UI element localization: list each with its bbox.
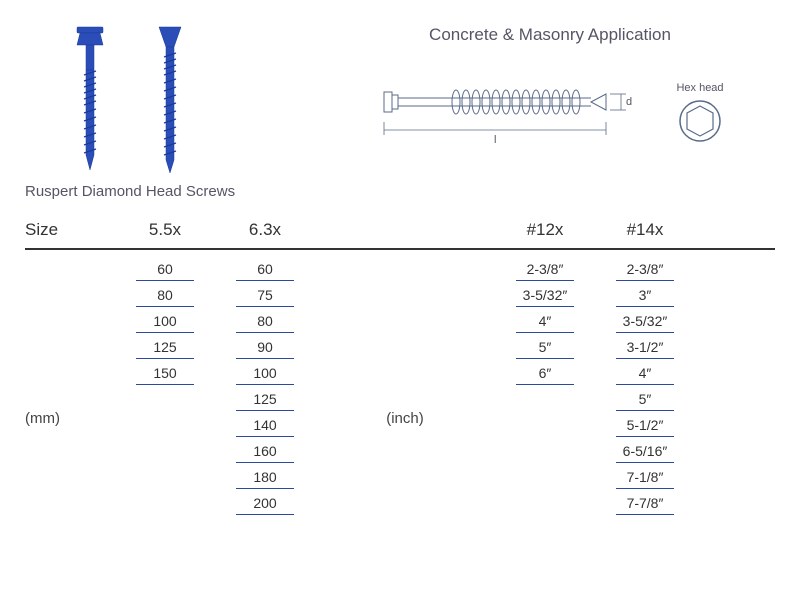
size-cell: 150 <box>136 362 194 385</box>
size-cell: 2-3/8″ <box>616 258 674 281</box>
dim-d-label: d <box>626 96 632 108</box>
header-55: 5.5x <box>115 220 215 240</box>
size-cell: 90 <box>236 336 294 359</box>
screws-area: Ruspert Diamond Head Screws <box>25 25 285 200</box>
col-14: 2-3/8″ 3″ 3-5/32″ 3-1/2″ 4″ 5″ 5-1/2″ 6-5/16″ 7-… <box>595 258 695 518</box>
unit-inch: (inch) <box>315 258 495 518</box>
size-cell: 3-1/2″ <box>616 336 674 359</box>
header-63: 6.3x <box>215 220 315 240</box>
col-12: 2-3/8″ 3-5/32″ 4″ 5″ 6″ <box>495 258 595 518</box>
size-cell: 7-7/8″ <box>616 492 674 515</box>
top-section: Ruspert Diamond Head Screws Concrete & M… <box>25 25 775 200</box>
size-cell: 6″ <box>516 362 574 385</box>
application-title: Concrete & Masonry Application <box>325 25 775 45</box>
application-area: Concrete & Masonry Application <box>285 25 775 150</box>
size-cell: 5-1/2″ <box>616 414 674 437</box>
size-cell: 80 <box>236 310 294 333</box>
size-cell: 4″ <box>516 310 574 333</box>
size-cell: 140 <box>236 414 294 437</box>
size-cell: 5″ <box>516 336 574 359</box>
size-cell: 100 <box>136 310 194 333</box>
size-cell: 160 <box>236 440 294 463</box>
hex-head-icon <box>678 99 722 143</box>
header-14: #14x <box>595 220 695 240</box>
size-cell: 4″ <box>616 362 674 385</box>
size-cell: 80 <box>136 284 194 307</box>
header-12: #12x <box>495 220 595 240</box>
hex-head-label: Hex head <box>676 82 723 94</box>
hex-head-area: Hex head <box>676 82 723 148</box>
dim-l-label: l <box>494 134 496 146</box>
size-cell: 180 <box>236 466 294 489</box>
size-cell: 75 <box>236 284 294 307</box>
size-cell: 3-5/32″ <box>616 310 674 333</box>
screws-caption: Ruspert Diamond Head Screws <box>25 183 285 200</box>
hex-screw-icon <box>65 25 115 175</box>
size-cell: 60 <box>136 258 194 281</box>
unit-mm: (mm) <box>25 258 115 518</box>
size-cell: 5″ <box>616 388 674 411</box>
size-cell: 200 <box>236 492 294 515</box>
col-63: 60 75 80 90 100 125 140 160 180 200 <box>215 258 315 518</box>
size-cell: 100 <box>236 362 294 385</box>
size-cell: 3-5/32″ <box>516 284 574 307</box>
size-cell: 3″ <box>616 284 674 307</box>
screws-illustration <box>25 25 285 175</box>
flat-screw-icon <box>145 25 195 175</box>
size-header-row: Size 5.5x 6.3x #12x #14x <box>25 220 775 250</box>
diagram-row: l d Hex head <box>325 80 775 150</box>
size-cell: 125 <box>236 388 294 411</box>
size-cell: 125 <box>136 336 194 359</box>
size-cell: 60 <box>236 258 294 281</box>
size-label: Size <box>25 220 115 240</box>
data-section: (mm) 60 80 100 125 150 60 75 80 90 100 125 140 160 1… <box>25 258 775 518</box>
size-cell: 2-3/8″ <box>516 258 574 281</box>
screw-side-diagram: l d <box>376 80 636 150</box>
size-cell: 7-1/8″ <box>616 466 674 489</box>
size-cell: 6-5/16″ <box>616 440 674 463</box>
col-55: 60 80 100 125 150 <box>115 258 215 518</box>
